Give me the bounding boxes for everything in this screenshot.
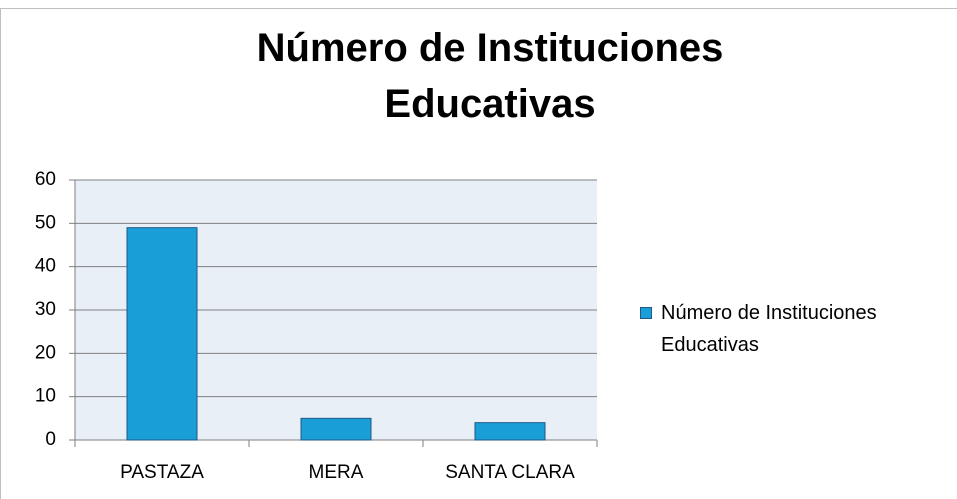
bar [126,227,198,441]
bar [300,417,372,441]
x-tick-label: MERA [309,462,364,483]
x-tick-label: PASTAZA [120,462,204,483]
y-tick-label: 30 [35,299,56,320]
legend-label: Número de Instituciones Educativas [661,302,877,356]
y-tick-label: 60 [35,169,56,190]
y-tick-label: 10 [35,386,56,407]
y-tick-label: 0 [45,429,56,450]
chart-title: Número de Instituciones Educativas [256,26,724,126]
x-tick-label: SANTA CLARA [445,462,575,483]
chart-border [0,8,957,499]
y-tick-label: 40 [35,256,56,277]
y-tick-label: 20 [35,342,56,363]
y-tick-label: 50 [35,212,56,233]
bar [474,422,546,441]
legend-swatch [640,307,652,319]
